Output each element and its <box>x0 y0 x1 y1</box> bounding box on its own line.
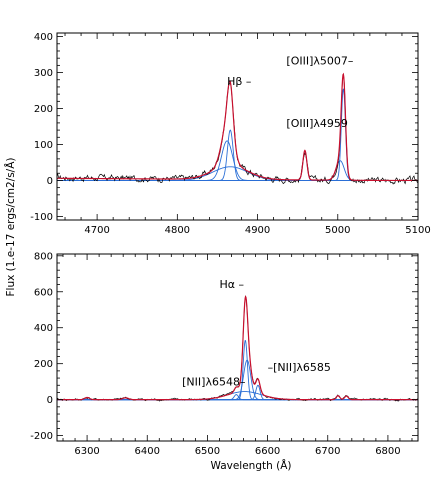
x-tick-label: 6600 <box>255 446 280 457</box>
line-annotation: Hβ – <box>227 75 251 88</box>
y-tick-label: 200 <box>34 359 53 370</box>
x-tick-label: 5000 <box>325 225 350 236</box>
x-tick-label: 6400 <box>135 446 160 457</box>
x-tick-label: 4700 <box>84 225 109 236</box>
y-tick-label: 400 <box>34 323 53 334</box>
y-tick-label: 100 <box>34 140 53 151</box>
line-annotation: Hα – <box>219 278 244 291</box>
x-tick-label: 4900 <box>245 225 270 236</box>
x-tick-label: 6800 <box>375 446 400 457</box>
y-tick-label: -100 <box>30 212 53 223</box>
plot-frame <box>56 32 419 221</box>
y-axis-label: Flux (1.e-17 ergs/cm2/s/Å) <box>4 158 17 297</box>
x-tick-label: 6700 <box>315 446 340 457</box>
y-tick-label: 400 <box>34 32 53 43</box>
line-annotation: [OIII]λ4959 <box>286 117 347 130</box>
y-tick-label: 200 <box>34 104 53 115</box>
line-annotation: –[NII]λ6585 <box>268 361 331 374</box>
x-tick-label: 4800 <box>165 225 190 236</box>
y-tick-label: 0 <box>47 395 53 406</box>
x-tick-label: 6500 <box>195 446 220 457</box>
component-line-1 <box>57 140 418 181</box>
y-tick-label: 800 <box>34 251 53 262</box>
total-fit-line <box>57 72 418 182</box>
component-line-1 <box>57 340 418 401</box>
x-tick-label: 6300 <box>74 446 99 457</box>
y-tick-label: 300 <box>34 68 53 79</box>
panel-bottom: 6300 6400 6500 6600 6700 6800 -200 0 200 400 600 80… <box>30 251 419 457</box>
y-tick-label: -200 <box>30 431 53 442</box>
plot-area <box>57 72 418 185</box>
total-fit-line <box>57 295 418 401</box>
line-annotation: [NII]λ6548– <box>182 375 245 388</box>
x-tick-label: 5100 <box>405 225 430 236</box>
y-tick-label: 0 <box>47 176 53 187</box>
component-line-4 <box>57 88 418 181</box>
y-tick-label: 600 <box>34 287 53 298</box>
panel-top: 4700 4800 4900 5000 5100 -100 0 100 200 300 400 Hβ … <box>30 32 430 236</box>
plot-frame <box>56 253 419 442</box>
plot-area <box>57 295 418 402</box>
x-axis-label: Wavelength (Å) <box>210 459 291 472</box>
line-annotation: [OIII]λ5007– <box>286 55 353 68</box>
